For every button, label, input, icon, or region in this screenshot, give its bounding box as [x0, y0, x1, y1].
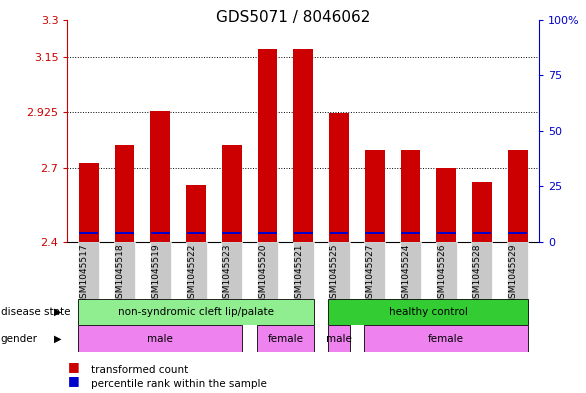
Bar [186, 242, 207, 299]
Bar [366, 232, 384, 234]
Text: ▶: ▶ [54, 307, 62, 317]
Text: non-syndromic cleft lip/palate: non-syndromic cleft lip/palate [118, 307, 274, 317]
Bar [437, 232, 455, 234]
Text: percentile rank within the sample: percentile rank within the sample [91, 379, 267, 389]
Text: ■: ■ [67, 375, 79, 387]
Bar [364, 325, 528, 352]
Bar [435, 242, 456, 299]
Bar [328, 325, 349, 352]
Bar [507, 242, 528, 299]
Text: female: female [428, 334, 464, 344]
Text: male: male [147, 334, 173, 344]
Bar [472, 182, 492, 242]
Bar [294, 49, 313, 242]
Bar [257, 242, 278, 299]
Bar [151, 232, 169, 234]
Bar [328, 299, 528, 325]
Bar [400, 242, 421, 299]
Bar [508, 232, 527, 234]
Text: female: female [267, 334, 304, 344]
Bar [472, 232, 491, 234]
Text: GSM1045529: GSM1045529 [509, 243, 517, 304]
Bar [293, 242, 314, 299]
Bar [329, 114, 349, 242]
Bar [186, 185, 206, 242]
Bar [437, 168, 456, 242]
Bar [223, 232, 241, 234]
Bar [187, 232, 205, 234]
Text: disease state: disease state [1, 307, 70, 317]
Bar [80, 232, 98, 234]
Text: transformed count: transformed count [91, 365, 188, 375]
Text: GSM1045524: GSM1045524 [401, 243, 410, 304]
Text: ■: ■ [67, 360, 79, 373]
Bar [328, 242, 349, 299]
Text: GDS5071 / 8046062: GDS5071 / 8046062 [216, 10, 370, 25]
Bar [151, 111, 170, 242]
Bar [294, 232, 312, 234]
Text: GSM1045519: GSM1045519 [151, 243, 161, 304]
Bar [508, 151, 527, 242]
Bar [330, 232, 348, 234]
Text: healthy control: healthy control [389, 307, 468, 317]
Bar [257, 325, 314, 352]
Bar [222, 145, 241, 242]
Text: GSM1045523: GSM1045523 [223, 243, 232, 304]
Bar [79, 299, 314, 325]
Text: GSM1045528: GSM1045528 [473, 243, 482, 304]
Text: GSM1045518: GSM1045518 [115, 243, 125, 304]
Bar [150, 242, 171, 299]
Text: male: male [326, 334, 352, 344]
Bar [401, 151, 420, 242]
Bar [258, 232, 277, 234]
Bar [79, 242, 100, 299]
Text: GSM1045526: GSM1045526 [437, 243, 446, 304]
Bar [222, 242, 243, 299]
Bar [401, 232, 420, 234]
Text: GSM1045517: GSM1045517 [80, 243, 89, 304]
Text: GSM1045527: GSM1045527 [366, 243, 374, 304]
Bar [364, 242, 385, 299]
Text: GSM1045522: GSM1045522 [187, 243, 196, 304]
Bar [79, 325, 243, 352]
Text: gender: gender [1, 334, 38, 344]
Text: GSM1045525: GSM1045525 [330, 243, 339, 304]
Text: GSM1045520: GSM1045520 [258, 243, 268, 304]
Bar [79, 163, 98, 242]
Text: GSM1045521: GSM1045521 [294, 243, 304, 304]
Bar [258, 49, 277, 242]
Bar [471, 242, 492, 299]
Bar [115, 232, 134, 234]
Bar [365, 151, 384, 242]
Bar [115, 145, 134, 242]
Text: ▶: ▶ [54, 334, 62, 344]
Bar [114, 242, 135, 299]
